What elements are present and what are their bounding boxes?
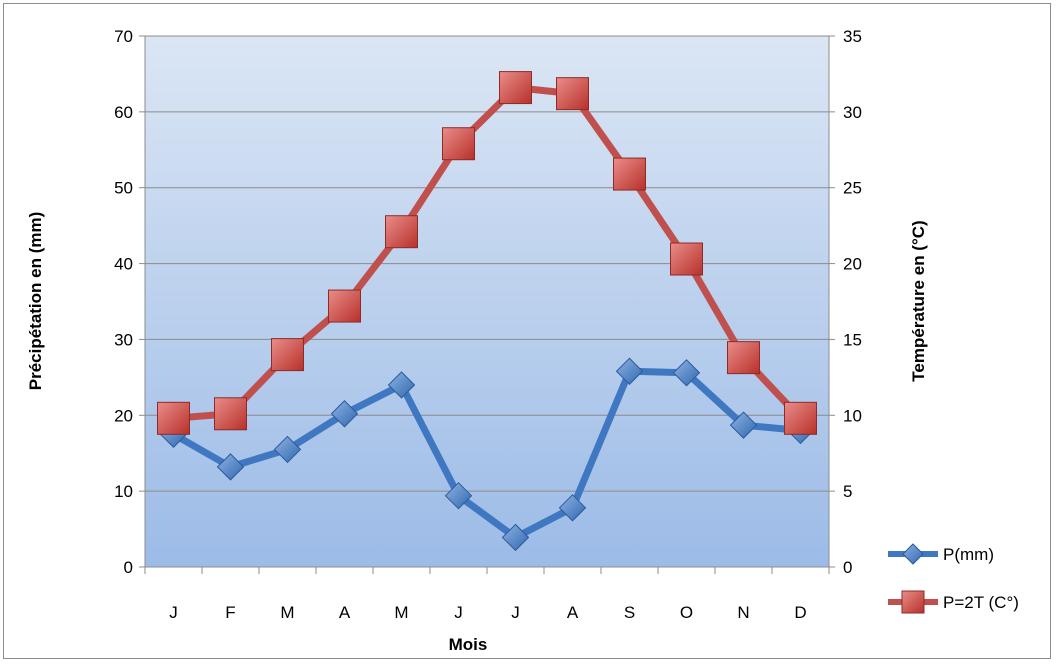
data-point — [216, 453, 245, 481]
right-tick-label: 25 — [843, 179, 862, 198]
series-1 — [157, 71, 817, 435]
right-tick-label: 20 — [843, 255, 862, 274]
right-tick-label: 5 — [843, 482, 852, 501]
data-point — [784, 401, 817, 435]
x-tick-label: J — [454, 603, 463, 622]
data-point — [442, 127, 475, 161]
data-point — [670, 242, 703, 276]
left-tick-label: 30 — [114, 330, 133, 349]
left-tick-label: 40 — [114, 255, 133, 274]
gridlines — [145, 35, 829, 492]
right-axis-ticks: 0 5 10 15 20 25 30 35 — [843, 27, 862, 577]
x-tick-label: O — [680, 603, 693, 622]
left-tick-label: 70 — [114, 27, 133, 46]
left-tick-label: 20 — [114, 406, 133, 425]
data-point — [615, 357, 644, 385]
right-tick-label: 0 — [843, 558, 852, 577]
data-point — [214, 397, 247, 431]
right-tick-label: 35 — [843, 27, 862, 46]
data-point — [729, 411, 758, 439]
data-point — [501, 523, 530, 552]
right-tick-label: 30 — [843, 103, 862, 122]
data-point — [330, 400, 359, 428]
left-tick-label: 60 — [114, 103, 133, 122]
series-group — [157, 71, 817, 552]
data-point — [556, 77, 589, 111]
right-axis-title: Température en (°C) — [909, 220, 928, 381]
legend-label-temp: P=2T (C°) — [943, 593, 1019, 612]
axes — [139, 35, 835, 574]
data-point — [558, 494, 587, 522]
data-point — [613, 157, 646, 191]
right-tick-label: 10 — [843, 406, 862, 425]
left-tick-label: 10 — [114, 482, 133, 501]
data-point — [157, 401, 190, 435]
legend-label-precip: P(mm) — [943, 545, 994, 564]
data-point — [385, 215, 418, 249]
data-point — [271, 338, 304, 372]
left-tick-label: 50 — [114, 179, 133, 198]
left-tick-label: 0 — [124, 558, 133, 577]
left-axis-title: Précipétation en (mm) — [26, 212, 45, 391]
left-axis-ticks: 0 10 20 30 40 50 60 70 — [114, 27, 133, 577]
x-tick-label: D — [794, 603, 806, 622]
x-tick-label: A — [567, 603, 579, 622]
x-axis-title: Mois — [449, 635, 488, 654]
legend: P(mm) P=2T (C°) — [888, 543, 1019, 614]
x-tick-label: J — [511, 603, 520, 622]
x-tick-label: F — [225, 603, 235, 622]
x-tick-label: A — [339, 603, 351, 622]
legend-marker-temp — [901, 590, 925, 614]
data-point — [273, 435, 302, 464]
x-tick-label: M — [394, 603, 408, 622]
data-point — [444, 481, 473, 510]
data-point — [672, 359, 701, 387]
data-point — [499, 71, 532, 105]
x-tick-label: M — [280, 603, 294, 622]
right-tick-label: 15 — [843, 330, 862, 349]
data-point — [328, 289, 361, 323]
x-tick-label: J — [169, 603, 178, 622]
data-point — [727, 341, 760, 375]
data-point — [387, 371, 416, 399]
x-tick-label: S — [624, 603, 635, 622]
x-tick-label: N — [737, 603, 749, 622]
legend-marker-precip — [902, 543, 924, 565]
